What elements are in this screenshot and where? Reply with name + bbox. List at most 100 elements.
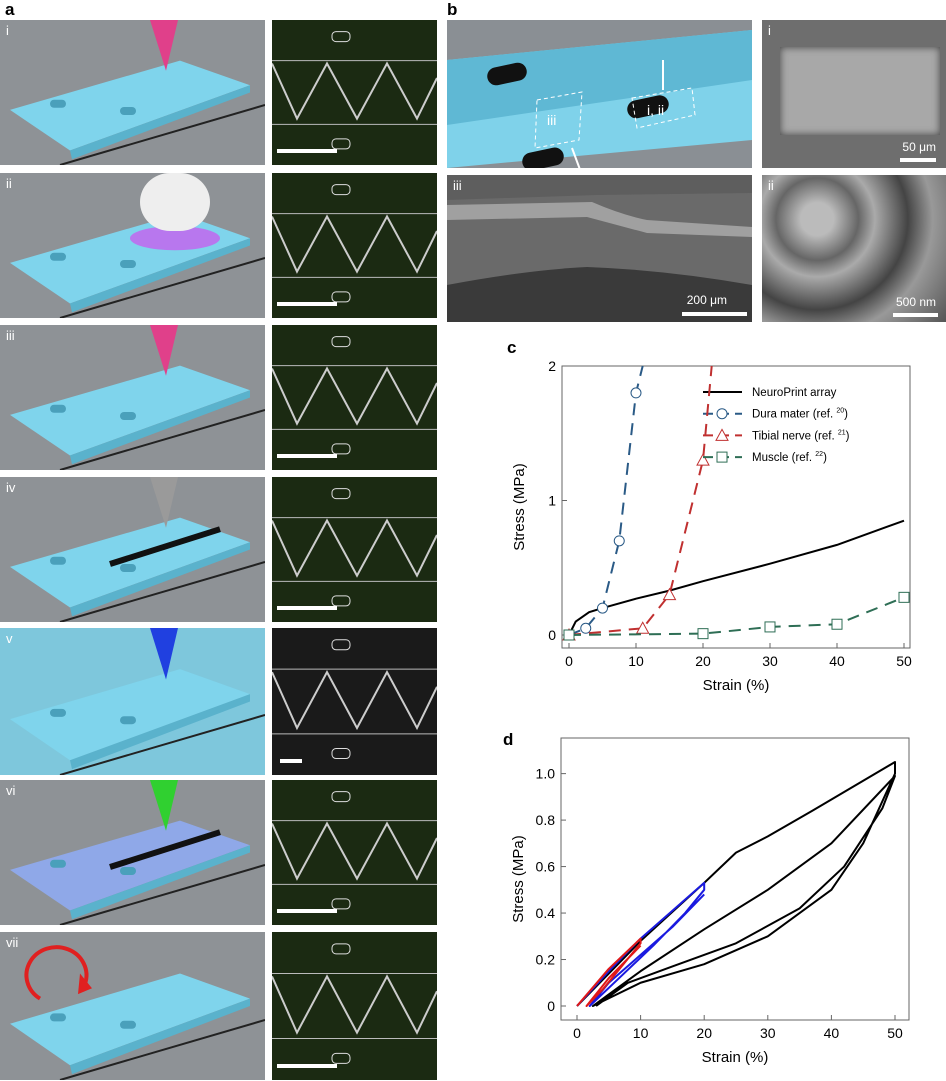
- sem-label: iii: [453, 178, 462, 193]
- x-tick-label: 0: [573, 1025, 581, 1041]
- x-tick-label: 30: [760, 1025, 776, 1041]
- render-pink-nozzle: [0, 20, 265, 165]
- x-tick-label: 40: [829, 653, 845, 669]
- render-uv-lamp: [0, 173, 265, 318]
- render-red-rotate-arrow: [0, 932, 265, 1080]
- hysteresis-loop: [576, 881, 706, 1007]
- legend-entry: Tibial nerve (ref. 21): [752, 429, 850, 442]
- chart-c-stress-strain: 0 10 20 30 40 50 0 1 2 Strain (%) Stress (MPa) Neur…: [511, 358, 912, 694]
- x-tick-label: 10: [628, 653, 644, 669]
- x-tick-label: 20: [696, 1025, 712, 1041]
- plot-frame: [560, 737, 910, 1021]
- series-line: [568, 519, 905, 636]
- marker-square: [697, 628, 709, 640]
- series-line: [568, 365, 713, 636]
- y-tick-label: 0.8: [536, 812, 556, 828]
- x-axis-label: Strain (%): [703, 677, 770, 694]
- sem-label: ii: [768, 178, 774, 193]
- x-tick-label: 10: [633, 1025, 649, 1041]
- marker-triangle: [635, 621, 650, 634]
- row-label: i: [6, 23, 9, 38]
- panel-a-row-i: i: [0, 20, 440, 165]
- marker-circle: [580, 622, 592, 634]
- micrograph: [272, 477, 437, 622]
- x-tick-label: 20: [695, 653, 711, 669]
- panel-label-a: a: [5, 0, 15, 19]
- micrograph: [272, 780, 437, 925]
- y-tick-label: 0.4: [536, 905, 556, 921]
- row-label: vii: [6, 935, 19, 950]
- device-render-closeup: i, ii iii: [447, 20, 752, 168]
- legend-entry: Dura mater (ref. 20): [752, 408, 848, 421]
- render-blue-nozzle: [0, 628, 265, 775]
- x-axis-label: Strain (%): [702, 1049, 769, 1066]
- x-tick-label: 40: [824, 1025, 840, 1041]
- row-label: iii: [6, 328, 15, 343]
- panel-a-row-iii: iii: [0, 325, 440, 470]
- marker-circle: [630, 387, 642, 399]
- y-tick-label: 0: [548, 627, 556, 643]
- render-pink-nozzle: [0, 325, 265, 470]
- marker-square: [563, 629, 575, 641]
- panel-a-row-iv: iv: [0, 477, 440, 622]
- row-label: iv: [6, 480, 16, 495]
- y-tick-label: 0.2: [536, 952, 556, 968]
- marker-square: [898, 591, 910, 603]
- panel-a-row-vii: vii: [0, 932, 440, 1080]
- marker-circle: [597, 602, 608, 614]
- y-tick-label: 1: [548, 493, 556, 509]
- marker-square: [716, 451, 728, 463]
- panel-a-row-ii: ii: [0, 173, 440, 318]
- hysteresis-loop: [576, 761, 896, 1007]
- scale-bar: [893, 313, 938, 317]
- micrograph: [272, 20, 437, 165]
- panel-label-b: b: [447, 0, 458, 19]
- series-line: [568, 365, 644, 636]
- y-axis-label: Stress (MPa): [511, 463, 528, 551]
- plot-frame: [561, 365, 911, 649]
- sem-image-iii: iii 200 μm: [447, 175, 752, 322]
- micrograph: [272, 932, 437, 1080]
- marker-circle: [716, 408, 728, 420]
- scale-bar: [682, 312, 747, 316]
- x-tick-label: 50: [896, 653, 912, 669]
- marker-triangle: [715, 428, 729, 441]
- annotation-i-ii: i, ii: [647, 102, 665, 118]
- scale-bar-label: 200 μm: [686, 293, 727, 307]
- micrograph: [272, 325, 437, 470]
- panel-label-d: d: [503, 730, 514, 749]
- scale-bar: [900, 158, 936, 162]
- marker-circle: [613, 535, 625, 547]
- scale-bar-label: 500 nm: [895, 295, 936, 309]
- render-green-nozzle: [0, 780, 265, 925]
- scale-bar-label: 50 μm: [902, 140, 936, 154]
- x-tick-label: 50: [887, 1025, 903, 1041]
- chart-d-cyclic-loading: 0 10 20 30 40 50 0 0.2 0.4 0.6 0.8 1.0 Strain (%) Str…: [510, 737, 910, 1066]
- y-tick-label: 0: [547, 998, 555, 1014]
- marker-square: [831, 618, 843, 630]
- hysteresis-loop: [576, 937, 642, 1007]
- row-label: vi: [6, 783, 16, 798]
- annotation-iii: iii: [547, 112, 557, 128]
- marker-triangle: [662, 587, 677, 601]
- panel-a-row-v: v: [0, 628, 440, 775]
- panel-a-row-vi: vi: [0, 780, 440, 925]
- panel-label-c: c: [507, 338, 517, 357]
- sem-image-i: i 50 μm: [762, 20, 946, 168]
- sem-image-ii: ii 500 nm: [762, 175, 946, 322]
- x-tick-label: 0: [565, 653, 573, 669]
- y-tick-label: 1.0: [536, 766, 556, 782]
- legend-entry: NeuroPrint array: [752, 387, 837, 399]
- y-tick-label: 0.6: [536, 859, 556, 875]
- render-gray-nozzle: [0, 477, 265, 622]
- legend-entry: Muscle (ref. 22): [752, 451, 827, 464]
- marker-triangle: [696, 453, 710, 466]
- y-tick-label: 2: [548, 358, 556, 374]
- x-tick-label: 30: [762, 653, 778, 669]
- marker-square: [764, 621, 776, 633]
- micrograph: [272, 173, 437, 318]
- sem-label: i: [768, 23, 771, 38]
- micrograph: [272, 628, 437, 775]
- row-label: v: [6, 631, 13, 646]
